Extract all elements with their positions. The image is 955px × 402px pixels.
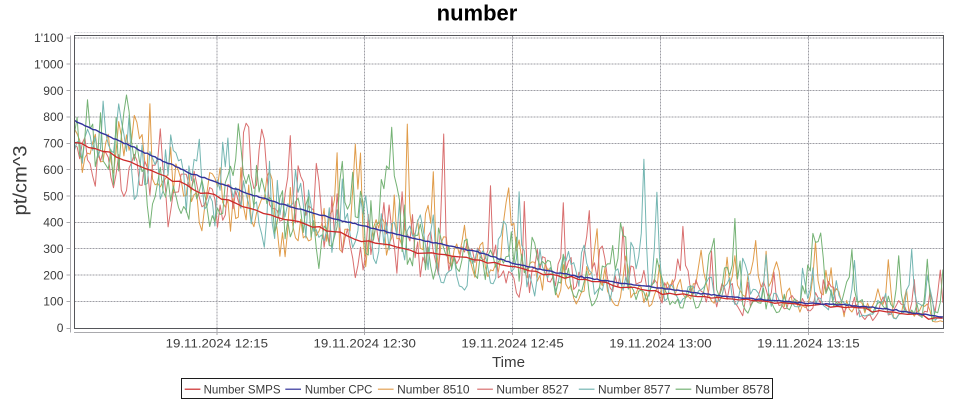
svg-text:Number 8577: Number 8577 bbox=[598, 382, 671, 396]
svg-text:Time: Time bbox=[492, 354, 525, 371]
svg-text:400: 400 bbox=[43, 216, 64, 230]
svg-text:900: 900 bbox=[43, 84, 64, 98]
svg-text:100: 100 bbox=[43, 295, 64, 309]
svg-text:19.11.2024 12:30: 19.11.2024 12:30 bbox=[314, 337, 417, 351]
svg-text:Number CPC: Number CPC bbox=[305, 382, 373, 396]
svg-text:19.11.2024 13:00: 19.11.2024 13:00 bbox=[609, 337, 712, 351]
svg-text:800: 800 bbox=[43, 110, 64, 124]
svg-text:700: 700 bbox=[43, 137, 64, 151]
svg-text:Number SMPS: Number SMPS bbox=[204, 382, 281, 396]
svg-text:pt/cm^3: pt/cm^3 bbox=[10, 146, 32, 216]
svg-text:1'000: 1'000 bbox=[34, 58, 64, 72]
svg-text:19.11.2024 12:45: 19.11.2024 12:45 bbox=[461, 337, 564, 351]
svg-text:0: 0 bbox=[57, 321, 64, 335]
svg-text:19.11.2024 12:15: 19.11.2024 12:15 bbox=[166, 337, 269, 351]
svg-text:Number 8578: Number 8578 bbox=[695, 382, 770, 396]
svg-text:Number 8510: Number 8510 bbox=[397, 382, 470, 396]
svg-text:600: 600 bbox=[43, 163, 64, 177]
svg-text:500: 500 bbox=[43, 189, 64, 203]
svg-text:19.11.2024 13:15: 19.11.2024 13:15 bbox=[757, 337, 860, 351]
svg-text:300: 300 bbox=[43, 242, 64, 256]
svg-text:Number 8527: Number 8527 bbox=[496, 382, 569, 396]
svg-text:number: number bbox=[437, 1, 518, 26]
svg-text:200: 200 bbox=[43, 268, 64, 282]
svg-text:1'100: 1'100 bbox=[34, 31, 64, 45]
